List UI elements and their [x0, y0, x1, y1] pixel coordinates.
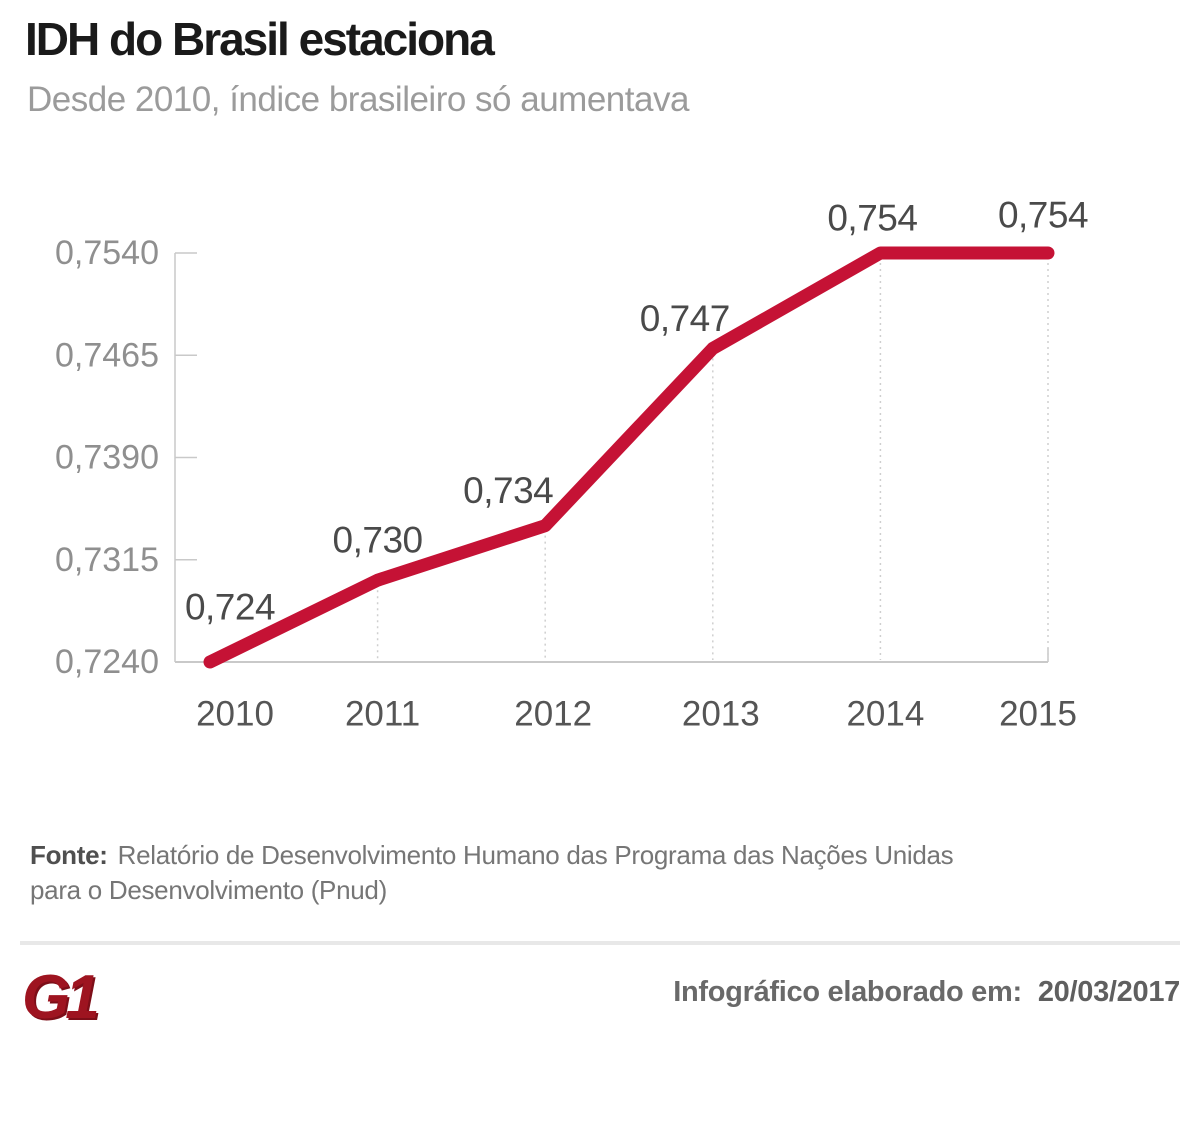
y-axis-label: 0,7390 — [55, 439, 159, 477]
y-axis-label: 0,7240 — [55, 643, 159, 681]
source-note: Fonte: Relatório de Desenvolvimento Human… — [30, 838, 990, 908]
data-point-label: 0,754 — [827, 198, 917, 239]
source-text: Relatório de Desenvolvimento Humano das … — [30, 840, 954, 906]
page-title: IDH do Brasil estaciona — [25, 13, 495, 65]
y-axis-label: 0,7540 — [55, 234, 159, 272]
x-axis-label: 2012 — [514, 695, 592, 734]
y-axis-label: 0,7465 — [55, 336, 159, 374]
data-point-label: 0,754 — [998, 195, 1088, 236]
trend-line — [203, 246, 1055, 669]
footer-caption: Infográfico elaborado em: 20/03/2017 — [673, 976, 1180, 1009]
caption-date: 20/03/2017 — [1037, 976, 1180, 1008]
y-axis-label: 0,7315 — [55, 541, 159, 579]
data-point-label: 0,747 — [640, 298, 730, 339]
idh-line-chart: 0,7240 0,7315 0,7390 0,7465 0,7540 0,724 0,730… — [55, 195, 1089, 734]
data-point-label: 0,734 — [463, 470, 553, 511]
x-axis-label: 2014 — [846, 695, 924, 734]
x-axis-label: 2015 — [999, 695, 1077, 734]
x-axis-label: 2010 — [196, 695, 274, 734]
data-point-label: 0,724 — [185, 587, 275, 628]
data-point-label: 0,730 — [333, 520, 423, 561]
x-axis-label: 2013 — [682, 695, 760, 734]
x-axis-label: 2011 — [345, 695, 420, 734]
caption-label: Infográfico elaborado em: — [673, 976, 1022, 1008]
source-label: Fonte: — [30, 840, 108, 870]
page-subtitle: Desde 2010, índice brasileiro só aumenta… — [27, 80, 689, 119]
footer-divider — [20, 941, 1180, 945]
g1-logo: G1 — [22, 963, 100, 1032]
